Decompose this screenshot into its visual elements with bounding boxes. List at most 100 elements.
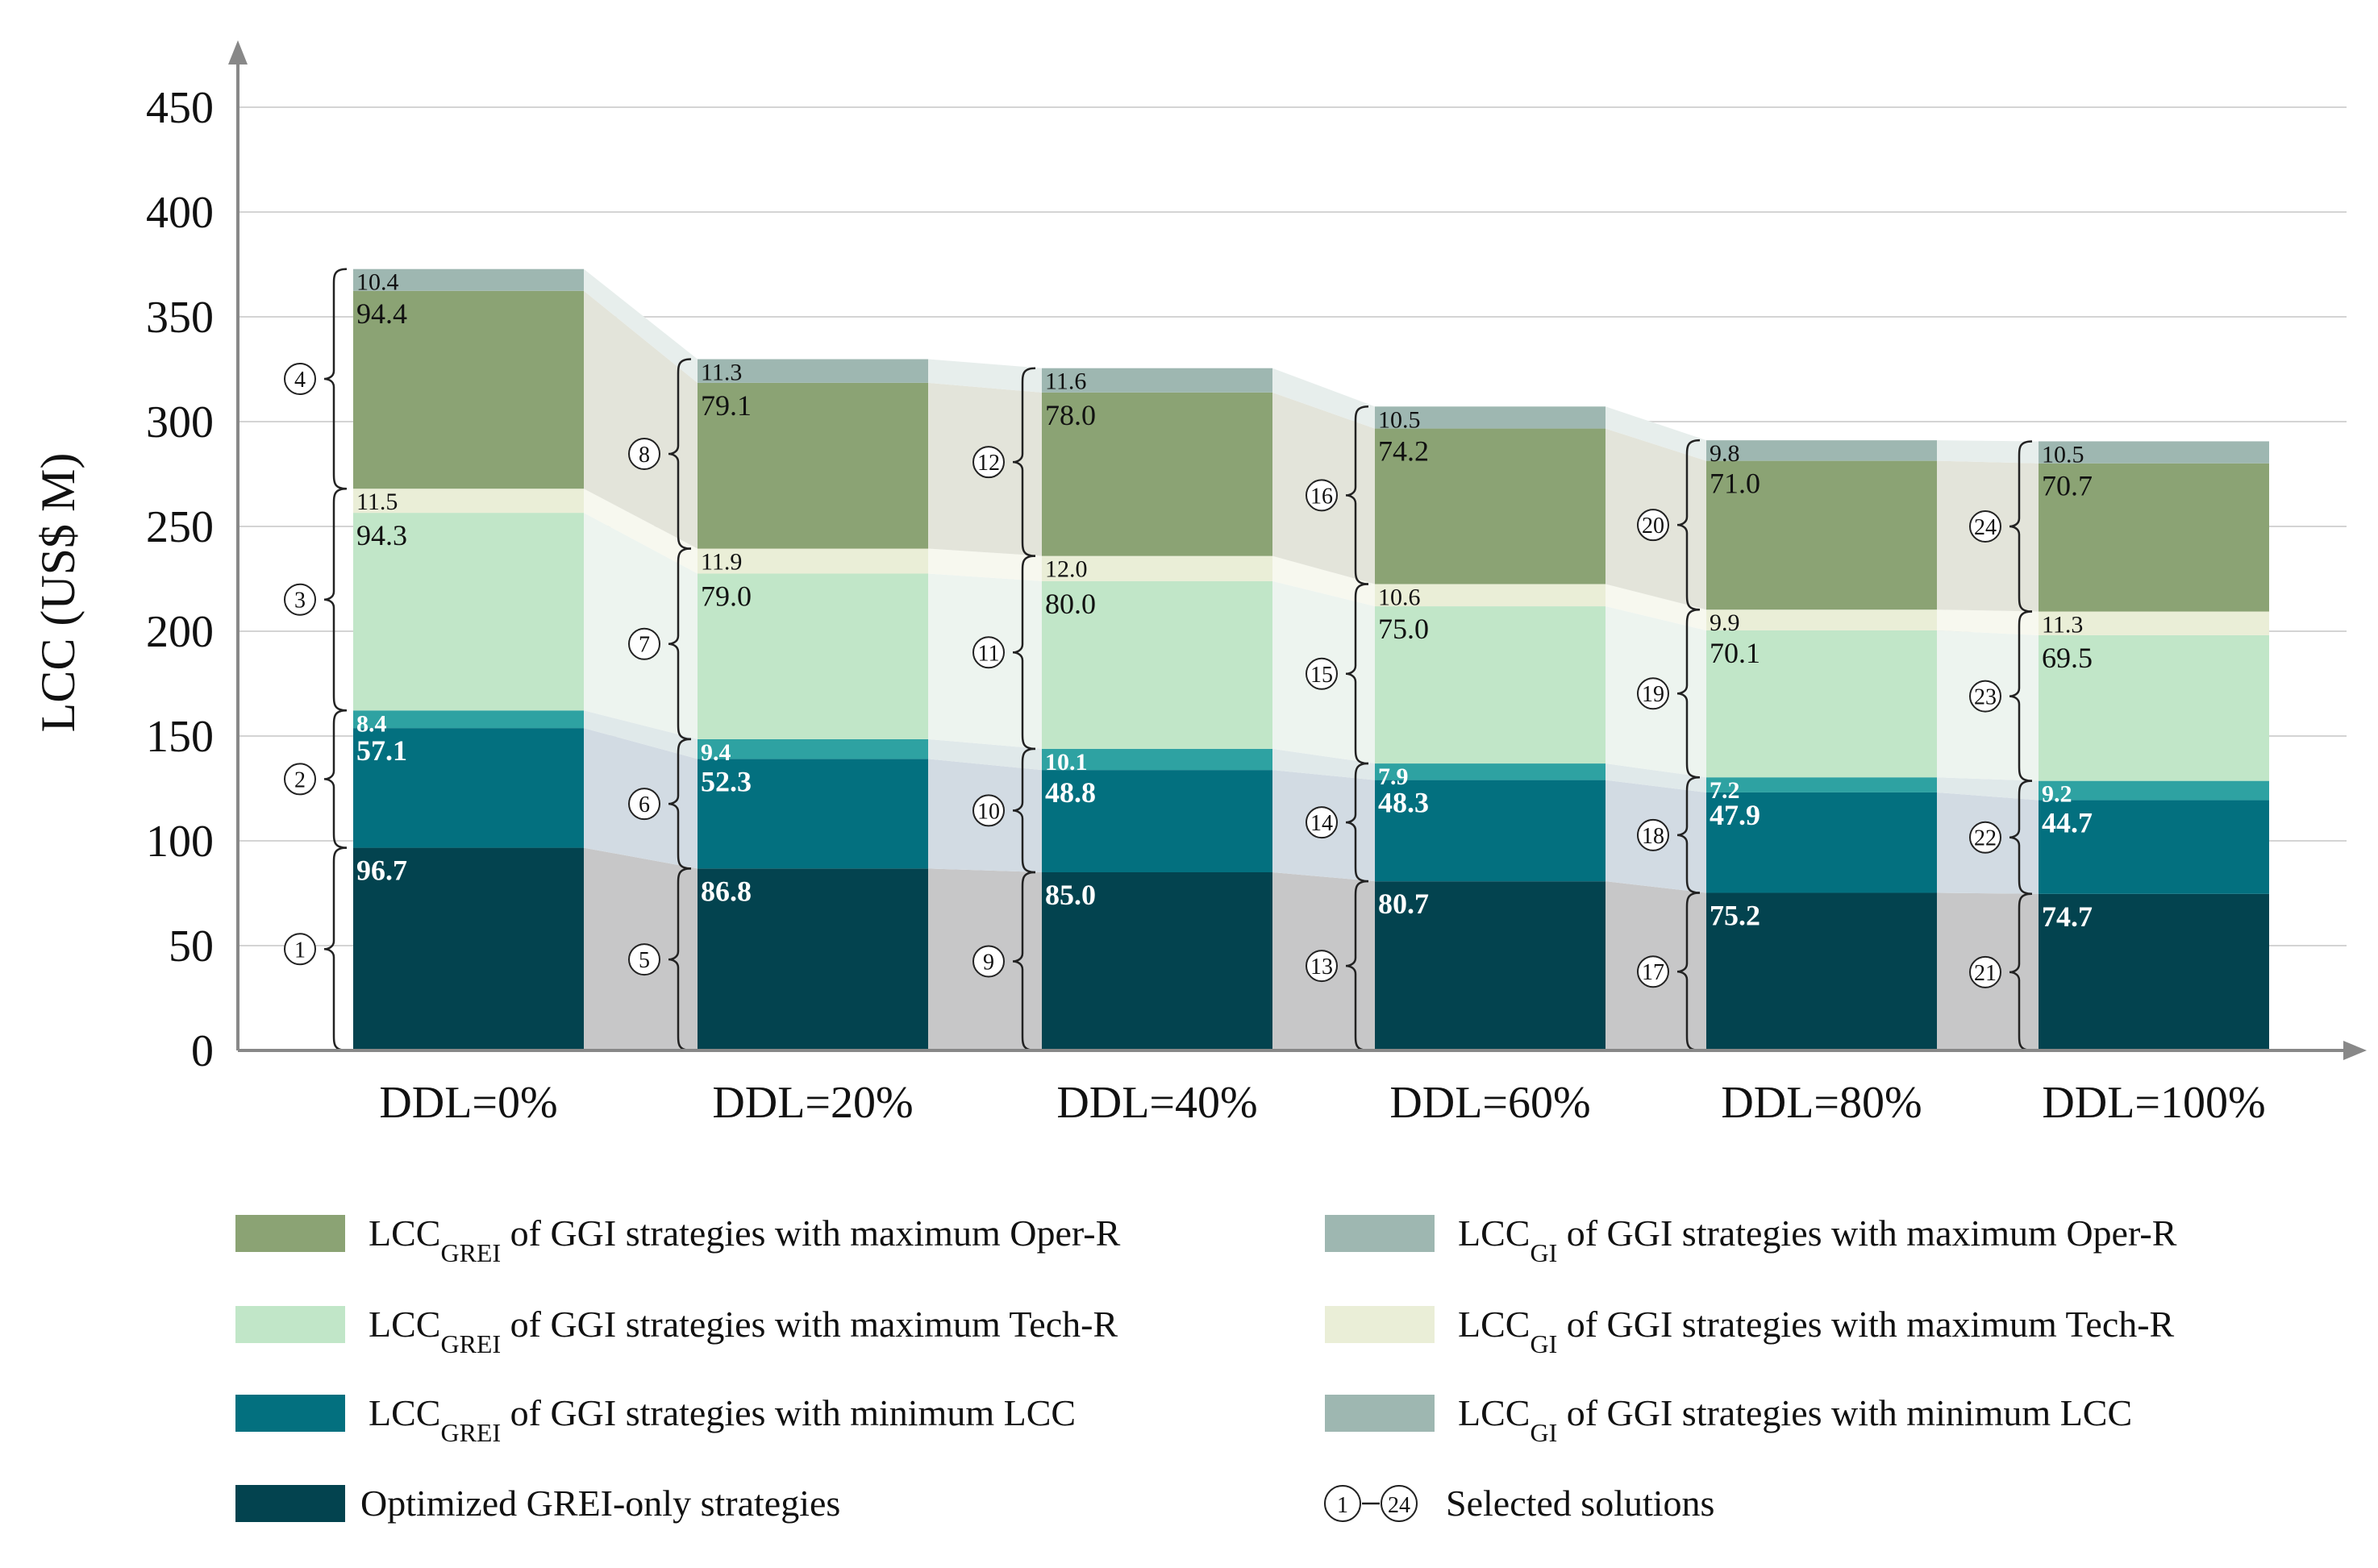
legend-circle-from-label: 1	[1337, 1493, 1348, 1518]
brace	[668, 547, 692, 741]
solution-number: 7	[639, 633, 650, 658]
brace	[668, 358, 692, 550]
bar-segment-grei_only	[2039, 893, 2269, 1050]
x-category-label: DDL=0%	[379, 1078, 557, 1128]
bar-segment-grei_tech	[1375, 606, 1605, 764]
bar-segment-grei_tech	[698, 573, 928, 739]
connector-band	[1605, 763, 1706, 792]
value-label: 86.8	[701, 875, 752, 907]
legend-swatch-gi_min	[1325, 1395, 1435, 1432]
solution-marker	[628, 438, 660, 471]
value-label: 70.7	[2042, 470, 2093, 502]
value-label: 96.7	[356, 855, 407, 887]
bar-segment-gi_tech	[1375, 584, 1605, 607]
legend-label-grei_oper: LCCGREI of GGI strategies with maximum O…	[369, 1212, 1121, 1267]
bar-segment-grei_only	[698, 868, 928, 1050]
value-label: 11.6	[1045, 368, 1086, 395]
value-label: 9.8	[1710, 440, 1740, 467]
brace	[1012, 367, 1036, 557]
bar-segment-grei_min	[1042, 770, 1272, 872]
bar-segment-gi_oper	[698, 359, 928, 383]
value-label: 94.3	[356, 519, 407, 551]
connector-band	[584, 290, 698, 549]
value-label: 74.7	[2042, 900, 2093, 933]
connector-band	[584, 489, 698, 574]
brace	[2009, 440, 2033, 613]
brace	[2009, 780, 2033, 896]
value-label: 10.6	[1378, 584, 1421, 611]
connector-band	[1605, 406, 1706, 461]
solution-number: 22	[1974, 826, 1997, 851]
bar-segment-grei_oper	[1706, 460, 1937, 610]
y-tick-label: 150	[146, 712, 214, 762]
bar-segment-gi_oper	[353, 268, 584, 291]
solution-number: 5	[639, 948, 650, 973]
value-label: 11.5	[356, 489, 398, 515]
bar-segment-grei_only	[353, 847, 584, 1050]
solution-marker	[1306, 806, 1338, 839]
bar-segment-grei_oper	[353, 290, 584, 489]
value-label: 10.5	[2042, 441, 2084, 468]
bar-segment-grei_min	[2039, 800, 2269, 894]
solution-number: 14	[1310, 811, 1333, 836]
connector-band	[1937, 777, 2039, 801]
legend-label-grei_tech: LCCGREI of GGI strategies with maximum T…	[369, 1304, 1118, 1358]
solution-marker	[1637, 509, 1669, 542]
bar-segment-grei_tech	[2039, 634, 2269, 781]
bar-segment-grei_only	[1042, 872, 1272, 1050]
solution-number: 12	[977, 451, 1000, 476]
brace	[323, 487, 348, 712]
bar-segment-gi_min	[698, 738, 928, 759]
solution-marker	[628, 788, 660, 821]
solution-number: 10	[977, 799, 1000, 824]
connector-band	[1937, 609, 2039, 635]
solution-number: 6	[639, 792, 650, 817]
x-category-label: DDL=20%	[712, 1078, 913, 1128]
solution-number: 2	[294, 767, 306, 792]
solution-marker	[284, 583, 316, 616]
solution-number: 4	[294, 368, 306, 393]
bar-segment-gi_min	[1375, 763, 1605, 780]
connector-band	[584, 268, 698, 383]
value-label: 10.5	[1378, 406, 1421, 433]
solution-number: 17	[1642, 960, 1664, 985]
bar-segment-grei_min	[353, 728, 584, 848]
bar-segment-grei_min	[698, 759, 928, 869]
y-tick-label: 250	[146, 502, 214, 552]
solution-marker	[284, 763, 316, 796]
solution-marker	[628, 627, 660, 660]
value-label: 71.0	[1710, 468, 1760, 500]
solution-marker	[1306, 657, 1338, 690]
y-axis-title: LCC (US$ M)	[31, 453, 85, 733]
y-tick-label: 300	[146, 397, 214, 447]
brace	[1012, 747, 1036, 874]
y-tick-label: 0	[191, 1026, 214, 1076]
x-axis-arrow-icon	[2343, 1041, 2367, 1060]
solution-number: 1	[294, 938, 306, 963]
legend: LCCGREI of GGI strategies with maximum O…	[235, 1212, 2177, 1524]
bar-segment-gi_min	[2039, 780, 2269, 801]
solution-number: 21	[1974, 961, 1997, 986]
legend-swatch-grei_min	[235, 1395, 345, 1432]
value-label: 7.2	[1710, 777, 1740, 804]
value-label: 7.9	[1378, 763, 1409, 790]
value-label: 69.5	[2042, 642, 2093, 674]
bar-segment-grei_oper	[2039, 463, 2269, 612]
brace	[1676, 608, 1701, 779]
bar-segment-gi_min	[353, 710, 584, 729]
connector-band	[1605, 584, 1706, 630]
value-label: 11.3	[701, 360, 742, 386]
brace	[1676, 776, 1701, 894]
value-label: 48.3	[1378, 787, 1429, 819]
bar-segment-grei_oper	[698, 382, 928, 549]
value-label: 48.8	[1045, 776, 1096, 809]
connector-band	[928, 359, 1042, 393]
bar-segment-gi_tech	[698, 548, 928, 574]
bar-segment-gi_oper	[1042, 368, 1272, 393]
brace	[323, 268, 348, 490]
brace	[1012, 871, 1036, 1052]
bar-segment-grei_only	[1375, 881, 1605, 1050]
brace	[2009, 892, 2033, 1052]
x-category-label: DDL=80%	[1721, 1078, 1922, 1128]
connector-band	[1272, 555, 1375, 607]
